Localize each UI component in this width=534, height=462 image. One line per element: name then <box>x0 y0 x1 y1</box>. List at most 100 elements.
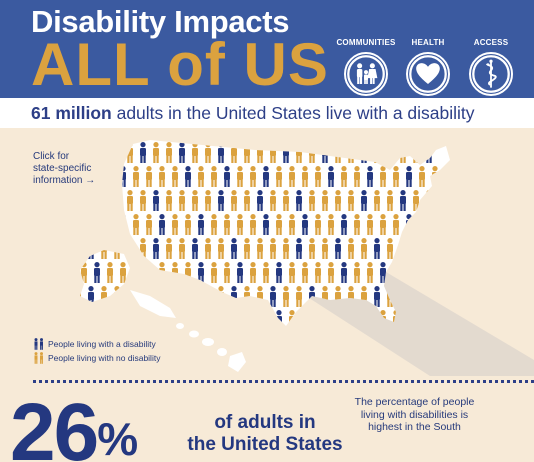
person-no-disability-figure <box>88 190 94 211</box>
legend-row-disability: People living with a disability <box>33 337 160 351</box>
person-no-disability-figure <box>159 262 165 283</box>
person-no-disability-figure <box>192 286 198 307</box>
section-divider <box>33 380 534 383</box>
person-no-disability-figure <box>250 310 256 326</box>
person-no-disability-figure <box>114 286 120 307</box>
legend-row-no-disability: People living with no disability <box>33 351 160 365</box>
person-disability-figure <box>406 214 412 235</box>
person-no-disability-icon <box>34 352 43 364</box>
person-no-disability-figure <box>140 238 146 259</box>
legend-disability-label: People living with a disability <box>48 339 156 349</box>
person-no-disability-figure <box>400 238 406 259</box>
south-note: The percentage of people living with dis… <box>354 396 475 433</box>
percent-sign: % <box>97 413 138 462</box>
person-no-disability-figure <box>81 310 87 326</box>
person-no-disability-figure <box>127 238 133 259</box>
person-disability-figure <box>133 262 139 283</box>
person-no-disability-figure <box>419 214 425 235</box>
person-disability-figure <box>419 262 425 283</box>
hawaii-islands <box>176 323 246 372</box>
person-no-disability-figure <box>406 262 412 283</box>
subheader-highlight: 61 million <box>31 103 112 123</box>
click-line-3: information → <box>33 175 96 186</box>
person-no-disability-figure <box>257 286 263 307</box>
person-no-disability-figure <box>179 286 185 307</box>
person-no-disability-figure <box>432 166 438 187</box>
person-no-disability-figure <box>374 142 380 163</box>
health-group: HEALTH <box>398 38 458 96</box>
person-no-disability-figure <box>302 310 308 326</box>
person-no-disability-figure <box>146 310 152 326</box>
person-no-disability-figure <box>224 310 230 326</box>
person-no-disability-figure <box>387 142 393 163</box>
person-no-disability-figure <box>80 286 81 307</box>
person-no-disability-figure <box>101 190 107 211</box>
person-no-disability-figure <box>80 238 81 259</box>
us-map[interactable] <box>0 128 534 376</box>
caduceus-icon <box>469 52 513 96</box>
person-no-disability-figure <box>198 310 204 326</box>
person-no-disability-figure <box>413 142 419 163</box>
access-label: ACCESS <box>473 38 509 47</box>
person-no-disability-figure <box>426 190 432 211</box>
big-percent-stat: 26% <box>10 392 138 462</box>
person-no-disability-figure <box>107 214 113 235</box>
person-no-disability-figure <box>81 214 87 235</box>
subheader-text: 61 million adults in the United States l… <box>31 103 475 124</box>
person-disability-figure <box>80 190 81 211</box>
person-no-disability-figure <box>432 262 438 283</box>
person-no-disability-figure <box>146 262 152 283</box>
communities-group: COMMUNITIES <box>336 38 396 96</box>
person-disability-figure <box>231 286 237 307</box>
stat-line-1: of adults in <box>214 412 316 433</box>
person-no-disability-figure <box>94 214 100 235</box>
person-disability-figure <box>133 310 139 326</box>
title-line-2: ALL of US <box>31 31 329 98</box>
click-line-2: state-specific <box>33 163 92 174</box>
percent-number: 26 <box>10 387 99 462</box>
health-label: HEALTH <box>411 38 445 47</box>
person-no-disability-figure <box>185 262 191 283</box>
person-disability-figure <box>127 286 133 307</box>
access-group: ACCESS <box>461 38 521 96</box>
click-for-info-link[interactable]: Click for state-specific information → <box>33 151 95 187</box>
person-disability-figure <box>361 142 367 163</box>
legend-no-disability-label: People living with no disability <box>48 353 161 363</box>
subheader-bar: 61 million adults in the United States l… <box>0 98 534 128</box>
heart-icon <box>406 52 450 96</box>
person-no-disability-figure <box>114 142 120 163</box>
person-no-disability-figure <box>289 310 295 326</box>
person-disability-figure <box>120 214 126 235</box>
person-disability-figure <box>315 310 321 326</box>
person-no-disability-figure <box>101 286 107 307</box>
person-no-disability-figure <box>244 286 250 307</box>
person-no-disability-figure <box>185 310 191 326</box>
family-icon <box>344 52 388 96</box>
person-no-disability-figure <box>218 286 224 307</box>
person-no-disability-figure <box>426 238 432 259</box>
person-no-disability-figure <box>172 262 178 283</box>
person-no-disability-figure <box>413 238 419 259</box>
communities-label: COMMUNITIES <box>336 38 396 47</box>
person-disability-figure <box>211 310 217 326</box>
stat-description: of adults in the United States <box>180 412 350 456</box>
person-disability-figure <box>114 190 120 211</box>
person-no-disability-figure <box>120 310 126 326</box>
person-no-disability-figure <box>94 310 100 326</box>
map-area <box>0 128 534 376</box>
legend: People living with a disability People l… <box>33 337 160 365</box>
person-no-disability-figure <box>263 310 269 326</box>
person-no-disability-figure <box>107 310 113 326</box>
person-no-disability-figure <box>432 214 438 235</box>
person-no-disability-figure <box>237 310 243 326</box>
header-banner: Disability Impacts ALL of US COMMUNITIES… <box>0 0 534 98</box>
aleutian-shape <box>130 290 176 318</box>
person-disability-icon <box>34 338 43 350</box>
subheader-rest: adults in the United States live with a … <box>111 103 475 123</box>
person-no-disability-figure <box>205 286 211 307</box>
click-line-1: Click for <box>33 151 70 162</box>
person-disability-figure <box>88 286 94 307</box>
person-no-disability-figure <box>107 166 113 187</box>
title-line-1: Disability Impacts <box>31 4 290 39</box>
person-disability-figure <box>276 310 282 326</box>
